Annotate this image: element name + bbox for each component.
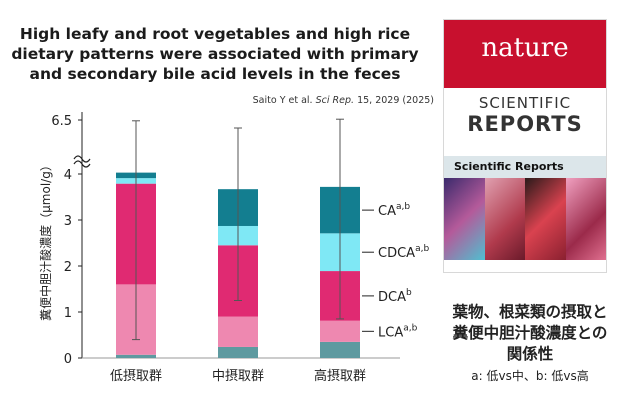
citation-journal: Sci Rep. — [315, 95, 355, 106]
journal-cover: nature SCIENTIFIC REPORTS Scientific Rep… — [444, 20, 606, 272]
y-tick-label: 0 — [64, 352, 72, 367]
x-category-label: 低摂取群 — [110, 368, 162, 384]
x-category-label: 高摂取群 — [314, 368, 366, 384]
cover-image — [444, 178, 606, 260]
summary-note: a: 低vs中、b: 低vs高 — [471, 369, 589, 383]
summary-title-line-3: 関係性 — [506, 345, 554, 363]
y-tick-label: 4 — [64, 168, 72, 183]
axis-break-mark — [73, 155, 91, 163]
series-label-dca: DCAb — [378, 288, 412, 305]
summary-title-line-2: 糞便中胆汁酸濃度との — [452, 324, 608, 342]
cover-panel-3 — [525, 178, 566, 260]
bar-segment-lca — [320, 320, 360, 342]
citation-rest: 15, 2029 (2025) — [357, 95, 434, 106]
series-label-cdca: CDCAa,b — [378, 244, 429, 261]
y-tick-label: 6.5 — [51, 114, 72, 129]
y-tick-label: 2 — [64, 260, 72, 275]
summary-title-line-1: 葉物、根菜類の摂取と — [452, 303, 608, 321]
bar-segment-lca — [218, 316, 258, 347]
chart-title: High leafy and root vegetables and high … — [0, 24, 430, 84]
bar-segment-other — [218, 346, 258, 358]
bar-segment-other — [320, 341, 360, 358]
title-line-3: and secondary bile acid levels in the fe… — [29, 65, 401, 83]
citation-authors: Saito Y et al. — [252, 95, 313, 106]
series-label-lca: LCAa,b — [378, 323, 418, 340]
cover-panel-1 — [444, 178, 485, 260]
bar-segment-other — [116, 354, 156, 358]
x-category-label: 中摂取群 — [212, 368, 264, 384]
cover-line-1: SCIENTIFIC — [478, 94, 572, 112]
cover-brand: nature — [444, 20, 606, 88]
cover-line-2: REPORTS — [467, 112, 583, 136]
series-label-ca: CAa,b — [378, 202, 410, 219]
y-axis-label: 糞便中胆汁酸濃度（μmol/g） — [38, 159, 53, 321]
title-line-2: dietary patterns were associated with pr… — [11, 45, 419, 63]
y-tick-label: 1 — [64, 306, 72, 321]
cover-panel-4 — [565, 178, 606, 260]
summary-title: 葉物、根菜類の摂取と 糞便中胆汁酸濃度との 関係性 — [430, 302, 630, 365]
y-tick-label: 3 — [64, 214, 72, 229]
axis-break-mark — [73, 160, 91, 168]
cover-bar-text: Scientific Reports — [444, 156, 606, 178]
title-line-1: High leafy and root vegetables and high … — [19, 25, 411, 43]
citation: Saito Y et al. Sci Rep. 15, 2029 (2025) — [253, 95, 434, 106]
cover-panel-2 — [484, 178, 525, 260]
